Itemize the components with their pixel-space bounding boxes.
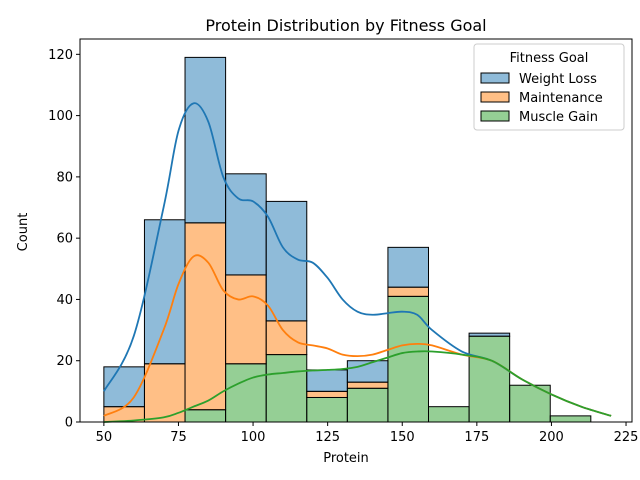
- legend: Fitness Goal Weight Loss Maintenance Muscle…: [473, 43, 625, 131]
- kde-layer: [103, 102, 612, 423]
- bar-weight-loss-bin-5: [306, 369, 348, 392]
- bar-maintenance-bin-4: [265, 320, 308, 356]
- y-tick-label: 20: [56, 354, 73, 369]
- x-tick-label: 75: [170, 430, 187, 445]
- axes-layer: 50 75 100 125 150 175 200 225 0 20 40 60 80 100 120: [48, 38, 639, 445]
- x-axis-label: Protein: [323, 451, 369, 466]
- bar-weight-loss-bin-7: [387, 246, 430, 288]
- y-tick-label: 0: [65, 416, 73, 431]
- legend-title: Fitness Goal: [510, 51, 589, 66]
- bar-weight-loss-bin-2: [184, 56, 227, 224]
- x-tick-label: 50: [96, 430, 113, 445]
- x-tick-label: 150: [390, 430, 415, 445]
- legend-box: [473, 43, 625, 131]
- bar-muscle-gain-bin-3: [225, 363, 267, 423]
- y-tick-label: 40: [56, 293, 73, 308]
- x-tick-label: 200: [539, 430, 564, 445]
- bar-maintenance-bin-2: [184, 222, 227, 411]
- bar-maintenance-bin-6: [346, 381, 389, 389]
- bar-muscle-gain-bin-2: [184, 409, 227, 423]
- legend-swatch-weight-loss: [480, 72, 510, 84]
- x-tick-label: 100: [241, 430, 266, 445]
- bar-muscle-gain-bin-11: [549, 415, 592, 423]
- y-tick-label: 100: [48, 109, 73, 124]
- y-axis-label: Count: [16, 213, 31, 252]
- bar-muscle-gain-bin-4: [265, 354, 308, 423]
- legend-swatch-maintenance: [480, 91, 510, 103]
- y-tick-label: 120: [48, 48, 73, 63]
- chart-title: Protein Distribution by Fitness Goal: [205, 16, 486, 35]
- bar-muscle-gain-bin-6: [346, 387, 389, 423]
- y-tick-label: 80: [56, 170, 73, 185]
- kde-line-muscle-gain: [103, 350, 612, 423]
- legend-label-weight-loss: Weight Loss: [519, 72, 597, 87]
- bar-muscle-gain-bin-9: [468, 335, 511, 423]
- legend-label-maintenance: Maintenance: [519, 91, 603, 106]
- bar-weight-loss-bin-0: [103, 366, 145, 408]
- bar-muscle-gain-bin-8: [428, 406, 470, 423]
- plot-frame: [79, 38, 633, 423]
- y-tick-label: 60: [56, 232, 73, 247]
- bar-weight-loss-bin-3: [225, 173, 267, 276]
- bar-muscle-gain-bin-5: [306, 396, 348, 423]
- x-tick-label: 175: [464, 430, 489, 445]
- x-tick-label: 225: [614, 430, 639, 445]
- bar-maintenance-bin-7: [387, 286, 430, 297]
- legend-swatch-muscle-gain: [480, 110, 510, 122]
- bar-maintenance-bin-3: [225, 274, 267, 365]
- x-tick-label: 125: [315, 430, 340, 445]
- bar-weight-loss-bin-1: [143, 219, 186, 365]
- bar-muscle-gain-bin-7: [387, 295, 430, 423]
- legend-label-muscle-gain: Muscle Gain: [519, 110, 598, 125]
- bar-weight-loss-bin-9: [468, 332, 511, 337]
- bar-maintenance-bin-5: [306, 390, 348, 398]
